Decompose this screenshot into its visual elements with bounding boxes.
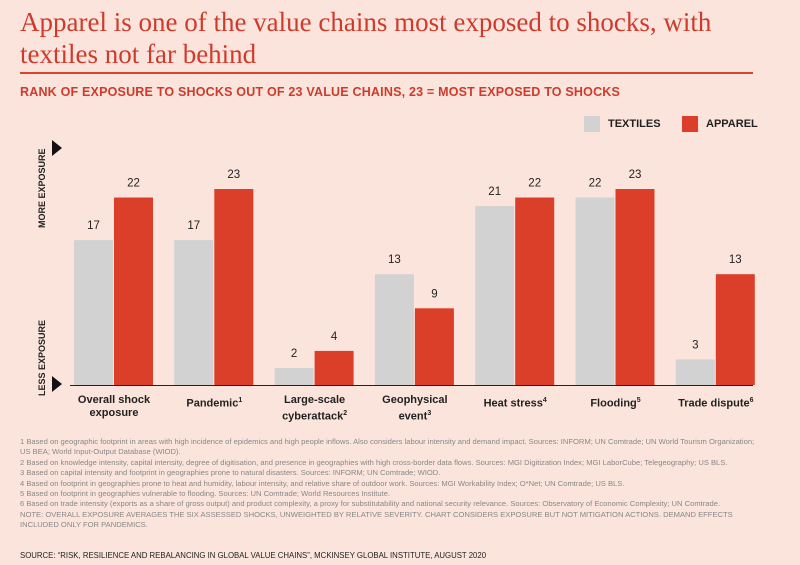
data-label: 22 [127,178,140,190]
data-label: 17 [87,220,100,232]
data-label: 23 [227,169,240,181]
footnote-ref: 6 [749,397,754,404]
bar-textiles [575,197,615,385]
bar-apparel [114,197,153,385]
category-label: Trade dispute6 [666,394,766,411]
footnote: 3 Based on capital intensity and footpri… [20,468,441,478]
category-label: Heat stress4 [465,394,565,411]
bar-apparel [314,350,354,385]
source: SOURCE: “RISK, RESILIENCE AND REBALANCIN… [20,551,487,560]
page-title: Apparel is one of the value chains most … [20,7,712,69]
category-label: Overall shock exposure [64,394,164,420]
bar-textiles [374,274,414,385]
chart-subtitle: RANK OF EXPOSURE TO SHOCKS OUT OF 23 VAL… [20,85,621,99]
legend-item-apparel: APPAREL [682,116,758,132]
data-label: 4 [331,331,338,343]
category-label: Geophysical event3 [365,394,465,424]
category-text: Heat stress [483,397,543,410]
footnote: 1 Based on geographic footprint in areas… [20,437,755,457]
footnote-ref: 1 [238,397,243,404]
bar-apparel [214,189,254,385]
bar-textiles [475,206,515,385]
bar-chart: 17 22 17 23 2 4 13 9 21 22 22 23 3 13 [52,140,755,392]
data-label: 13 [388,254,401,266]
footnote: 2 Based on knowledge intensity, capital … [20,457,728,467]
legend-label: TEXTILES [608,118,661,130]
data-label: 22 [528,178,541,190]
footnote: 4 Based on footprint in geographies pron… [20,478,625,488]
data-label: 3 [692,339,698,351]
category-label: Large-scale cyberattack2 [265,394,365,424]
bar-apparel [414,308,454,385]
footnote-ref: 2 [343,410,348,417]
category-text: Trade dispute [678,397,750,410]
bar-textiles [274,367,314,385]
legend-item-textiles: TEXTILES [584,116,661,132]
footnote-ref: 4 [542,397,547,404]
category-text: Pandemic [186,397,239,410]
bar-textiles [675,359,715,385]
footnote-ref: 5 [636,397,641,404]
category-label: Flooding5 [566,394,666,411]
more-exposure-arrow-icon [52,140,62,156]
legend-swatch-textiles [584,116,600,132]
data-label: 9 [431,288,437,300]
bar-apparel [615,189,655,385]
data-label: 22 [589,178,602,190]
bar-apparel [515,197,555,385]
category-text: Flooding [590,397,637,410]
data-label: 2 [291,348,297,360]
footnote-ref: 3 [427,410,432,417]
legend-swatch-apparel [682,116,698,132]
footnote: 6 Based on trade intensity (exports as a… [20,499,721,509]
footnotes: 1 Based on geographic footprint in areas… [20,437,760,531]
less-exposure-arrow-icon [52,376,62,392]
bar-textiles [174,240,214,385]
note: Note: Overall exposure averages the six … [20,509,733,530]
data-label: 13 [729,254,742,266]
category-text: Large-scale cyberattack [282,394,346,423]
category-label: Pandemic1 [164,394,264,411]
data-label: 23 [629,169,642,181]
title-divider [20,72,753,74]
data-label: 17 [187,220,200,232]
data-label: 21 [488,186,501,198]
footnote: 5 Based on footprint in geographies vuln… [20,489,391,499]
category-text: Overall shock exposure [77,394,151,419]
bar-textiles [74,240,113,385]
legend-label: APPAREL [706,118,758,130]
category-text: Geophysical event [382,394,448,423]
bar-apparel [715,274,755,385]
